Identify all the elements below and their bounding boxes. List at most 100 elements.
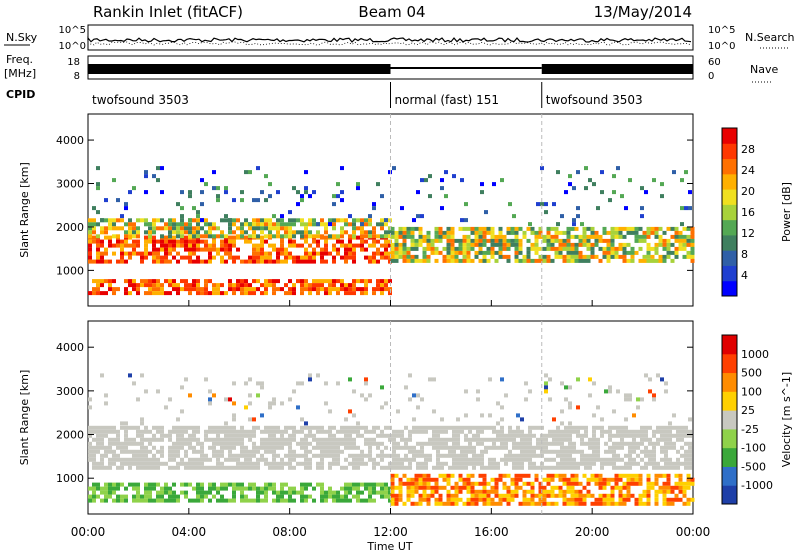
data-cell <box>618 477 623 482</box>
data-cell <box>144 490 148 495</box>
data-cell <box>538 481 543 486</box>
data-cell <box>650 258 655 263</box>
data-cell <box>264 174 268 179</box>
data-cell <box>92 453 96 458</box>
data-cell <box>516 457 520 462</box>
colorbar-tick-label: -1000 <box>741 479 773 492</box>
data-cell <box>144 437 148 442</box>
data-cell <box>276 287 280 292</box>
data-cell <box>168 453 172 458</box>
data-cell <box>444 429 448 434</box>
data-cell <box>236 247 240 252</box>
data-cell <box>124 449 128 454</box>
data-cell <box>482 254 487 259</box>
data-cell <box>486 489 491 494</box>
data-cell <box>426 230 431 235</box>
data-cell <box>384 445 388 450</box>
data-cell <box>514 250 519 255</box>
data-cell <box>414 481 419 486</box>
data-cell <box>598 473 603 478</box>
data-cell <box>590 493 595 498</box>
data-cell <box>690 481 695 486</box>
data-cell <box>528 441 532 446</box>
data-cell <box>476 437 480 442</box>
data-cell <box>640 457 644 462</box>
data-cell <box>268 461 272 466</box>
data-cell <box>244 457 248 462</box>
data-cell <box>200 465 204 470</box>
data-cell <box>276 465 280 470</box>
data-cell <box>324 235 328 240</box>
data-cell <box>144 425 148 430</box>
data-cell <box>586 258 591 263</box>
data-cell <box>392 441 396 446</box>
data-cell <box>248 482 252 487</box>
y-tick-label: 3000 <box>56 385 84 398</box>
data-cell <box>490 497 495 502</box>
data-cell <box>494 242 499 247</box>
data-cell <box>626 258 631 263</box>
data-cell <box>156 490 160 495</box>
data-cell <box>116 465 120 470</box>
data-cell <box>660 429 664 434</box>
data-cell <box>268 222 272 227</box>
data-cell <box>112 291 116 296</box>
data-cell <box>344 247 348 252</box>
data-cell <box>204 437 208 442</box>
data-cell <box>628 429 632 434</box>
data-cell <box>128 437 132 442</box>
data-cell <box>582 473 587 478</box>
data-cell <box>252 247 256 252</box>
data-cell <box>372 239 376 244</box>
data-cell <box>512 214 516 219</box>
data-cell <box>572 441 576 446</box>
data-cell <box>160 449 164 454</box>
data-cell <box>232 287 236 292</box>
data-cell <box>120 498 124 503</box>
data-cell <box>414 242 419 247</box>
data-cell <box>308 230 312 235</box>
data-cell <box>328 461 332 466</box>
data-cell <box>646 489 651 494</box>
data-cell <box>662 230 667 235</box>
cpid-segment-label: twofsound 3503 <box>546 93 643 107</box>
data-cell <box>484 445 488 450</box>
data-cell <box>332 425 336 430</box>
data-cell <box>144 190 148 195</box>
data-cell <box>308 234 312 239</box>
data-cell <box>124 234 128 239</box>
data-cell <box>336 251 340 256</box>
data-cell <box>160 453 164 458</box>
data-cell <box>104 490 108 495</box>
data-cell <box>614 234 619 239</box>
data-cell <box>462 242 467 247</box>
data-cell <box>248 461 252 466</box>
data-cell <box>458 485 463 490</box>
data-cell <box>252 449 256 454</box>
data-cell <box>558 230 563 235</box>
data-cell <box>454 254 459 259</box>
data-cell <box>570 493 575 498</box>
data-cell <box>216 449 220 454</box>
data-cell <box>610 489 615 494</box>
data-cell <box>406 254 411 259</box>
data-cell <box>100 239 104 244</box>
data-cell <box>394 234 399 239</box>
data-cell <box>216 425 220 430</box>
data-cell <box>264 234 268 239</box>
data-cell <box>252 482 256 487</box>
data-cell <box>152 433 156 438</box>
data-cell <box>384 490 388 495</box>
data-cell <box>500 437 504 442</box>
data-cell <box>494 258 499 263</box>
data-cell <box>482 226 487 231</box>
data-cell <box>678 481 683 486</box>
data-cell <box>312 425 316 430</box>
data-cell <box>554 246 559 251</box>
data-cell <box>680 453 684 458</box>
data-cell <box>498 493 503 498</box>
data-cell <box>156 255 160 260</box>
data-cell <box>172 445 176 450</box>
data-cell <box>504 461 508 466</box>
data-cell <box>640 186 644 191</box>
